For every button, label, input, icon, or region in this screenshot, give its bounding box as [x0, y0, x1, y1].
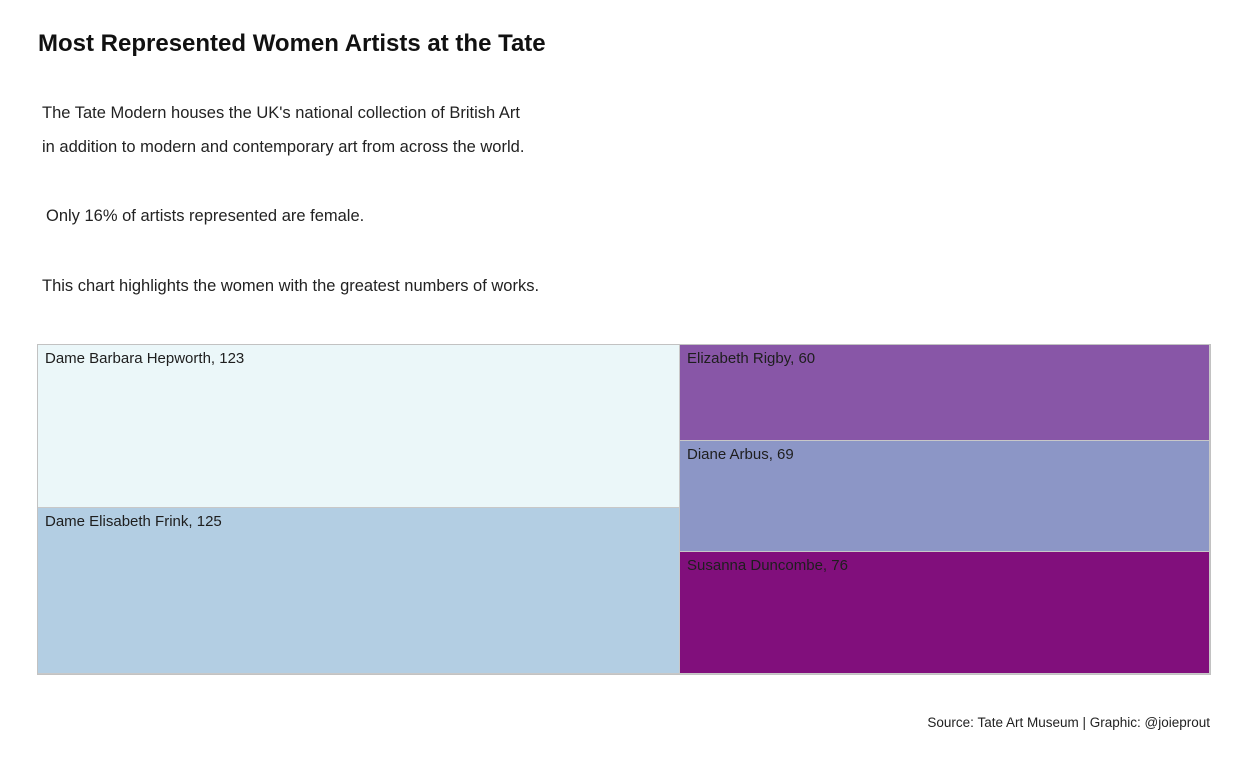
- treemap-cell-elizabeth-rigby: Elizabeth Rigby, 60: [680, 345, 1210, 441]
- source-credit: Source: Tate Art Museum | Graphic: @joie…: [927, 715, 1210, 730]
- description-line-1: The Tate Modern houses the UK's national…: [42, 104, 520, 122]
- treemap-cell-dame-barbara-hepworth: Dame Barbara Hepworth, 123: [38, 345, 680, 508]
- treemap-cell-label: Diane Arbus, 69: [687, 446, 794, 463]
- treemap-chart: Dame Barbara Hepworth, 123 Dame Elisabeth…: [37, 344, 1211, 675]
- treemap-cell-label: Dame Barbara Hepworth, 123: [45, 350, 245, 367]
- treemap-cell-susanna-duncombe: Susanna Duncombe, 76: [680, 552, 1210, 674]
- treemap-cell-label: Dame Elisabeth Frink, 125: [45, 513, 222, 530]
- treemap-cell-dame-elisabeth-frink: Dame Elisabeth Frink, 125: [38, 508, 680, 674]
- treemap-cell-label: Susanna Duncombe, 76: [687, 557, 848, 574]
- treemap-cell-label: Elizabeth Rigby, 60: [687, 350, 816, 367]
- description-line-2: in addition to modern and contemporary a…: [42, 138, 525, 156]
- description-line-3: Only 16% of artists represented are fema…: [46, 207, 365, 225]
- treemap-cell-diane-arbus: Diane Arbus, 69: [680, 441, 1210, 552]
- description-line-4: This chart highlights the women with the…: [42, 277, 540, 295]
- chart-title: Most Represented Women Artists at the Ta…: [38, 30, 546, 57]
